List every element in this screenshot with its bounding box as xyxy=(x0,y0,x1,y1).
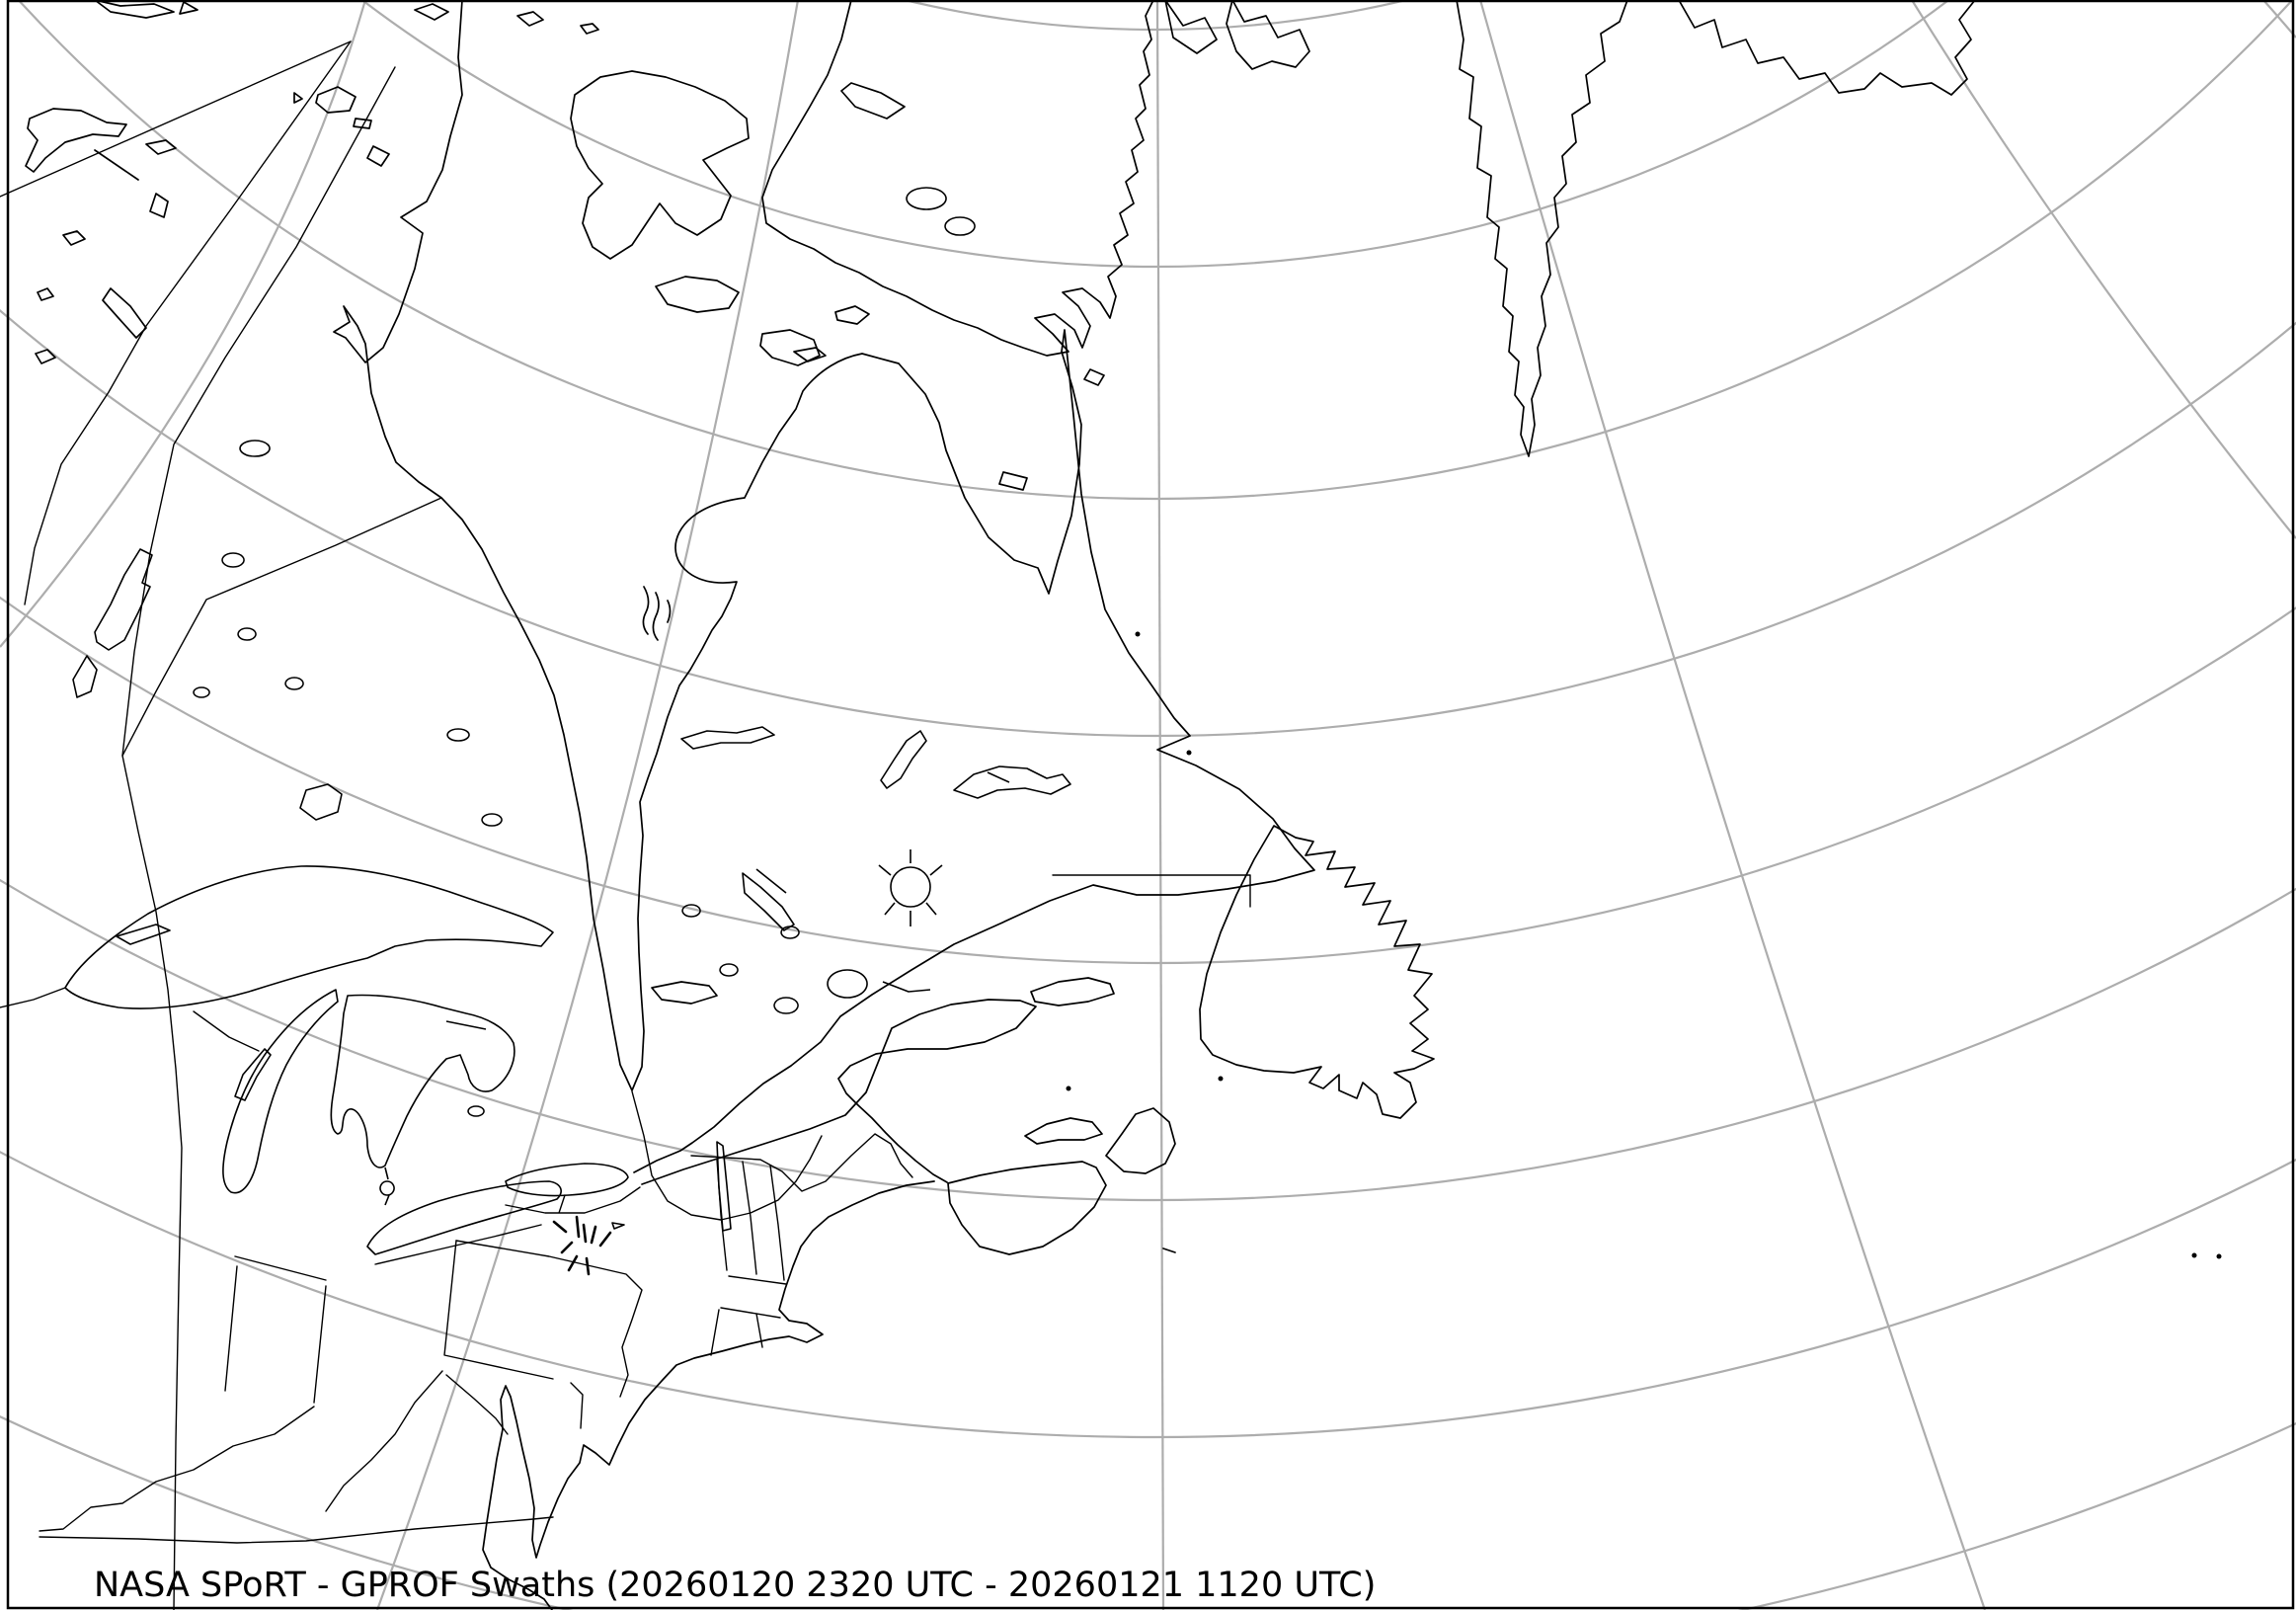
islet-magdalen xyxy=(1066,1086,1071,1091)
lake-saint-jean xyxy=(827,969,931,999)
graticule-parallel-1 xyxy=(360,0,1950,268)
islet-atlantic-1 xyxy=(2191,1252,2197,1258)
graticule-parallel-5 xyxy=(0,878,2296,1201)
border-wisconsin-michigan xyxy=(193,1010,260,1052)
island-akimiski xyxy=(651,981,718,1005)
islet-gulf-2 xyxy=(1186,750,1192,756)
small-lakes-northwest xyxy=(193,440,304,698)
border-60n-manitoba-nunavut xyxy=(121,497,442,757)
island-resolution xyxy=(1083,368,1105,386)
lake-ontario xyxy=(505,1163,629,1197)
lake-superior xyxy=(64,865,554,1009)
island-anticosti xyxy=(1030,977,1115,1006)
lake-nipigon xyxy=(299,783,343,821)
island-akpatok xyxy=(998,471,1028,491)
lake-nueltin xyxy=(72,548,153,698)
lake-manicouagan-ring xyxy=(878,849,943,926)
coastline-hudson-bay-ungava-labrador-gulf xyxy=(333,0,1315,1173)
graticule-meridian-5 xyxy=(2262,0,2296,39)
island-bylot-fragment xyxy=(1164,0,1218,54)
lake-amadjuak xyxy=(944,216,976,236)
graticule-meridian-1 xyxy=(375,0,800,1610)
island-newfoundland xyxy=(1199,825,1435,1119)
border-corridor-west xyxy=(24,40,352,605)
islet-sable xyxy=(1162,1248,1176,1253)
graticule-parallel-3 xyxy=(0,308,2296,737)
border-pennsylvania-box xyxy=(443,1240,584,1429)
border-nwt-segment xyxy=(0,40,352,198)
borders xyxy=(0,40,1251,1610)
island-salisbury xyxy=(834,305,870,325)
island-prince-charles xyxy=(840,82,906,120)
islands-kivalliq-topleft xyxy=(25,0,599,364)
border-midwest-states xyxy=(39,1255,554,1544)
lake-erie xyxy=(366,1180,562,1255)
border-us-canada-45n-maine xyxy=(690,1133,913,1192)
island-nova-scotia xyxy=(947,1161,1107,1255)
lake-huron xyxy=(330,994,515,1168)
border-corridor-east-manitoba xyxy=(121,66,396,1610)
graticule-parallel-2 xyxy=(17,0,2294,500)
islet-gulf-1 xyxy=(1135,631,1141,637)
coastline-greenland-west xyxy=(1456,0,1628,457)
island-cape-breton xyxy=(1105,1107,1176,1174)
plot-frame xyxy=(6,0,2295,1610)
caption-text: NASA SPoRT - GPROF Swaths (20260120 2320… xyxy=(94,1566,1376,1605)
graticule-meridian-3 xyxy=(1478,0,1987,1610)
lake-st-clair xyxy=(379,1167,395,1206)
island-charles xyxy=(793,347,827,362)
green-bay xyxy=(234,1048,272,1101)
island-southampton xyxy=(570,70,750,260)
graticule-meridian-0 xyxy=(0,0,367,648)
island-arctic-northwest xyxy=(1226,0,1310,70)
small-lakes-ontario-quebec xyxy=(446,728,800,1117)
reservoir-la-grande xyxy=(680,726,775,750)
lake-oneida xyxy=(611,1222,625,1230)
graticule-parallel-6 xyxy=(0,1150,2296,1438)
island-isle-royale xyxy=(116,924,171,945)
island-prince-edward xyxy=(1024,1117,1103,1145)
lake-michigan xyxy=(222,989,339,1194)
lakes xyxy=(64,187,1071,1255)
islet-saint-pierre xyxy=(1218,1076,1224,1082)
islet-atlantic-2 xyxy=(2216,1253,2222,1259)
smallwood-reservoir xyxy=(953,765,1071,799)
coastline-greenland-southeast xyxy=(1678,0,1976,96)
coastlines xyxy=(25,0,2222,1610)
lake-abitibi xyxy=(773,997,799,1014)
border-newyork-pennsylvania xyxy=(455,1240,643,1398)
graticule-meridian-4 xyxy=(1911,0,2296,539)
graticule-meridian-2 xyxy=(1155,0,1165,1610)
coastline-stlawrence-south-gaspe-newbrunswick xyxy=(641,999,1037,1185)
lake-caniapiscau xyxy=(880,730,927,789)
border-new-england xyxy=(710,1159,787,1356)
coastline-maine-to-virginia xyxy=(482,1180,935,1610)
lake-mistassini xyxy=(742,868,795,931)
island-manitoulin xyxy=(445,1020,487,1030)
finger-lakes-rays xyxy=(552,1215,612,1276)
island-baffin xyxy=(761,0,1154,357)
islands-belcher xyxy=(642,586,672,641)
graticule-parallel-0 xyxy=(901,0,1410,31)
lake-nettilling xyxy=(906,187,947,210)
border-minnesota-ontario xyxy=(0,987,66,1008)
graticule-parallel-4 xyxy=(0,596,2296,964)
island-coats xyxy=(655,276,740,313)
border-lake-ontario-shoreline-offset xyxy=(374,1186,641,1265)
border-quebec-newfoundland xyxy=(1052,874,1251,908)
